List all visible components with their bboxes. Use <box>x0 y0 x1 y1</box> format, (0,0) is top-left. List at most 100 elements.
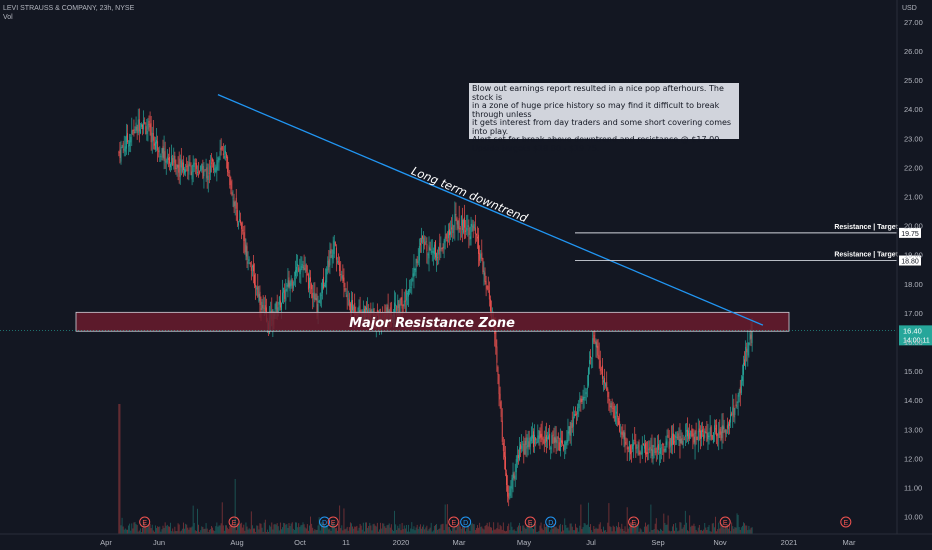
candle-body <box>736 405 738 407</box>
candle-body <box>696 436 698 440</box>
candle-body <box>237 222 239 226</box>
earnings-marker[interactable] <box>628 516 640 528</box>
volume-bar <box>221 502 223 534</box>
candle-body <box>421 237 422 243</box>
dividend-marker[interactable] <box>319 516 331 528</box>
dividend-marker[interactable] <box>460 516 472 528</box>
candle-body <box>656 445 658 453</box>
candle-body <box>425 241 427 243</box>
annotation-note[interactable]: Blow out earnings report resulted in a n… <box>469 83 739 152</box>
candle-body <box>579 398 581 403</box>
candle-body <box>344 288 346 291</box>
volume-bar <box>568 530 570 534</box>
volume-bar <box>582 527 584 534</box>
candle-body <box>133 129 135 134</box>
volume-bar <box>216 522 218 534</box>
volume-bar <box>179 531 181 534</box>
volume-bar <box>300 525 302 534</box>
volume-bar <box>432 530 434 534</box>
volume-bar <box>183 522 184 534</box>
earnings-marker[interactable] <box>139 516 151 528</box>
candle-body <box>654 447 656 454</box>
earnings-marker[interactable] <box>448 516 460 528</box>
volume-bar <box>146 527 148 534</box>
volume-bar <box>251 525 253 534</box>
earnings-marker[interactable] <box>524 516 536 528</box>
candle-body <box>719 428 721 435</box>
resistance-zone[interactable] <box>75 311 790 332</box>
volume-bar <box>580 504 582 534</box>
volume-bar <box>137 531 139 534</box>
volume-bar <box>702 530 704 534</box>
earnings-marker[interactable] <box>228 516 240 528</box>
volume-bar <box>312 527 314 534</box>
volume-bar <box>508 523 510 534</box>
volume-bar <box>661 529 663 534</box>
candle-body <box>286 284 288 287</box>
candle-body <box>676 436 678 439</box>
earnings-marker[interactable] <box>719 516 731 528</box>
volume-bar <box>304 527 306 534</box>
volume-bar <box>591 530 593 534</box>
volume-bar <box>579 525 581 534</box>
volume-bar <box>497 522 499 534</box>
volume-bar <box>447 526 449 534</box>
symbol-title[interactable]: LEVI STRAUSS & COMPANY, 23h, NYSE <box>3 5 135 12</box>
volume-bar <box>429 527 431 534</box>
candle-body <box>202 165 204 178</box>
volume-bar <box>396 530 398 534</box>
volume-bar <box>461 526 463 534</box>
volume-bar <box>281 529 282 534</box>
volume-bar <box>498 529 500 534</box>
volume-bar <box>471 522 473 534</box>
candle-body <box>715 428 716 430</box>
volume-label[interactable]: Vol <box>3 14 13 21</box>
volume-bar <box>398 528 400 534</box>
volume-bar <box>295 522 296 534</box>
volume-bar <box>633 523 635 534</box>
candle-body <box>649 447 651 449</box>
volume-bar <box>517 525 519 534</box>
volume-bar <box>291 522 293 534</box>
volume-bar <box>353 528 355 534</box>
candle-body <box>601 365 603 379</box>
earnings-marker[interactable] <box>840 516 852 528</box>
candle-body <box>279 300 281 308</box>
event-marker-label: D <box>548 520 553 527</box>
volume-bar <box>371 530 373 534</box>
candle-body <box>416 259 418 264</box>
volume-bar <box>321 523 323 534</box>
currency-label: USD <box>902 5 917 12</box>
earnings-marker[interactable] <box>327 516 339 528</box>
candle-body <box>123 148 125 151</box>
candle-body <box>300 266 302 272</box>
volume-bar <box>581 529 583 534</box>
volume-bar <box>189 527 191 534</box>
candle-body <box>348 299 350 307</box>
candle-body <box>667 435 669 438</box>
volume-bar <box>734 527 736 534</box>
dividend-marker[interactable] <box>545 516 557 528</box>
volume-bar <box>587 502 589 534</box>
candle-body <box>317 304 319 317</box>
volume-bar <box>268 531 270 534</box>
candle-body <box>628 441 630 453</box>
candle-body <box>576 413 578 415</box>
candle-body <box>387 305 389 316</box>
candle-body <box>533 431 534 448</box>
candle-body <box>484 272 486 282</box>
volume-bar <box>747 530 749 534</box>
candle-body <box>679 436 681 447</box>
volume-bar <box>269 525 271 534</box>
volume-bar <box>351 523 352 534</box>
candle-body <box>120 147 122 162</box>
volume-bar <box>212 527 213 534</box>
candle-body <box>687 429 688 437</box>
candle-body <box>528 441 530 448</box>
target-label: Resistance | Target <box>834 252 898 259</box>
candle-body <box>707 432 709 440</box>
candle-body <box>142 124 143 129</box>
trendline[interactable] <box>217 94 764 326</box>
